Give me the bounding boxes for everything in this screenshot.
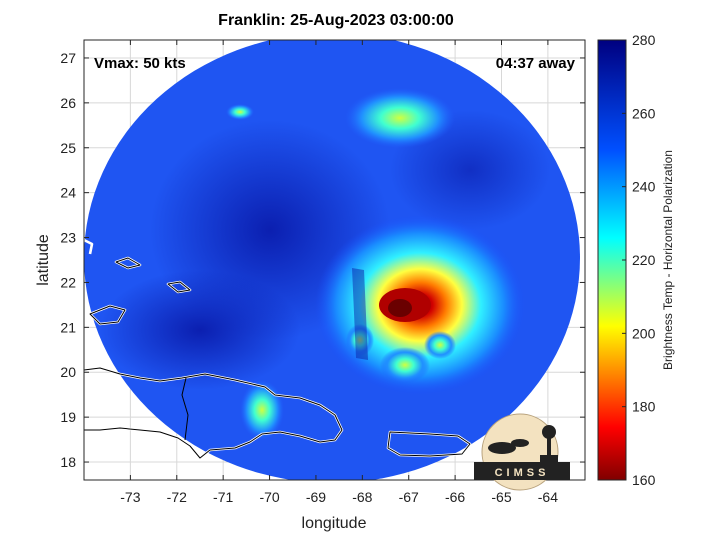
y-tick-label: 21 bbox=[60, 319, 76, 335]
y-tick-labels: 18 19 20 21 22 23 24 25 26 27 bbox=[60, 50, 76, 470]
colorbar-tick-label: 160 bbox=[632, 472, 656, 488]
colorbar-label: Brightness Temp - Horizontal Polarizatio… bbox=[661, 150, 675, 370]
x-axis-label: longitude bbox=[302, 515, 367, 532]
time-away-label: 04:37 away bbox=[496, 55, 576, 72]
y-tick-label: 20 bbox=[60, 364, 76, 380]
y-tick-label: 25 bbox=[60, 140, 76, 156]
colorbar-tick-label: 180 bbox=[632, 399, 656, 415]
y-tick-label: 24 bbox=[60, 185, 76, 201]
water-tower-icon bbox=[542, 425, 556, 439]
colorbar-tick-label: 240 bbox=[632, 179, 656, 195]
plot-frame bbox=[83, 39, 586, 481]
cimss-logo: CIMSS bbox=[474, 413, 570, 491]
north-cloud-cluster bbox=[345, 88, 455, 148]
y-tick-label: 26 bbox=[60, 95, 76, 111]
coastlines bbox=[83, 238, 472, 460]
plot-title: Franklin: 25-Aug-2023 03:00:00 bbox=[218, 12, 454, 29]
satellite-dish-icon bbox=[488, 442, 516, 454]
x-tick-label: -73 bbox=[120, 489, 140, 505]
x-tick-label: -72 bbox=[167, 489, 187, 505]
brightness-swath bbox=[84, 40, 580, 480]
x-tick-label: -68 bbox=[352, 489, 372, 505]
y-axis-label: latitude bbox=[35, 234, 52, 286]
colorbar-tick-label: 260 bbox=[632, 105, 656, 121]
colorbar-tick-label: 200 bbox=[632, 325, 656, 341]
x-tick-label: -64 bbox=[538, 489, 558, 505]
x-tick-label: -67 bbox=[399, 489, 419, 505]
colorbar: 160 180 200 220 240 260 280 Brightness Temp - … bbox=[597, 32, 675, 488]
x-tick-label: -65 bbox=[491, 489, 511, 505]
logo-text: CIMSS bbox=[495, 467, 550, 479]
y-tick-label: 18 bbox=[60, 454, 76, 470]
x-tick-label: -66 bbox=[445, 489, 465, 505]
colorbar-tick-label: 220 bbox=[632, 252, 656, 268]
colorbar-tick-label: 280 bbox=[632, 32, 656, 48]
vmax-label: Vmax: 50 kts bbox=[94, 55, 186, 72]
y-tick-label: 23 bbox=[60, 230, 76, 246]
y-tick-label: 19 bbox=[60, 409, 76, 425]
x-tick-label: -69 bbox=[306, 489, 326, 505]
x-tick-label: -70 bbox=[259, 489, 279, 505]
y-tick-label: 27 bbox=[60, 50, 76, 66]
x-tick-labels: -73 -72 -71 -70 -69 -68 -67 -66 -65 -64 bbox=[120, 489, 558, 505]
y-tick-label: 22 bbox=[60, 274, 76, 290]
x-tick-label: -71 bbox=[213, 489, 233, 505]
tick-marks bbox=[84, 40, 585, 480]
